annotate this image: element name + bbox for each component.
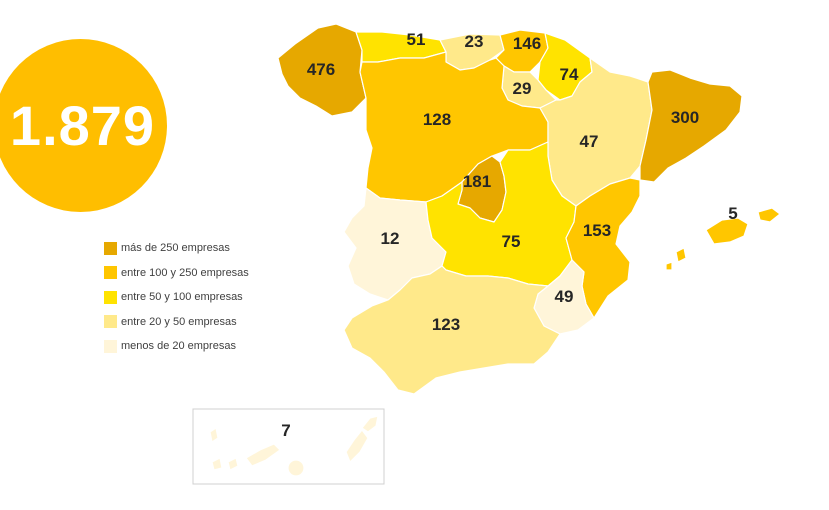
value-label-navarra: 74 <box>560 65 579 84</box>
legend-label: entre 100 y 250 empresas <box>121 266 249 279</box>
value-label-la-rioja: 29 <box>513 79 532 98</box>
legend-item: más de 250 empresas <box>104 236 249 261</box>
region-cataluna <box>639 69 743 183</box>
value-label-castilla-y-leon: 128 <box>423 110 451 129</box>
canary-gran-canaria <box>287 459 305 477</box>
value-label-madrid: 181 <box>463 172 491 191</box>
canary-inset-frame <box>192 408 385 485</box>
legend-swatch <box>104 339 117 353</box>
region-baleares <box>665 207 781 271</box>
value-label-pais-vasco: 146 <box>513 34 541 53</box>
value-label-asturias: 51 <box>407 30 426 49</box>
value-label-canarias: 7 <box>281 421 290 440</box>
legend-swatch <box>104 290 117 304</box>
legend-item: entre 50 y 100 empresas <box>104 285 249 310</box>
value-label-aragon: 47 <box>580 132 599 151</box>
legend-label: entre 20 y 50 empresas <box>121 315 237 328</box>
legend-item: entre 100 y 250 empresas <box>104 261 249 286</box>
value-label-baleares: 5 <box>728 204 737 223</box>
value-label-castilla-la-mancha: 75 <box>502 232 521 251</box>
canary-islands <box>192 408 385 485</box>
value-label-galicia: 476 <box>307 60 335 79</box>
legend-item: entre 20 y 50 empresas <box>104 310 249 335</box>
value-label-cataluna: 300 <box>671 108 699 127</box>
legend-label: menos de 20 empresas <box>121 340 236 353</box>
legend-swatch <box>104 315 117 329</box>
value-label-murcia: 49 <box>555 287 574 306</box>
region-andalucia <box>343 265 561 395</box>
region-valencia <box>565 177 641 319</box>
legend-swatch <box>104 266 117 280</box>
legend-label: entre 50 y 100 empresas <box>121 291 243 304</box>
legend-label: más de 250 empresas <box>121 242 230 255</box>
total-number: 1.879 <box>9 94 156 157</box>
region-canarias <box>209 415 379 471</box>
total-circle: 1.879 <box>0 39 167 212</box>
legend-swatch <box>104 241 117 255</box>
value-label-extremadura: 12 <box>381 229 400 248</box>
value-label-andalucia: 123 <box>432 315 460 334</box>
value-label-valencia: 153 <box>583 221 611 240</box>
value-label-cantabria: 23 <box>465 32 484 51</box>
legend: más de 250 empresas entre 100 y 250 empr… <box>104 236 249 359</box>
legend-item: menos de 20 empresas <box>104 334 249 359</box>
